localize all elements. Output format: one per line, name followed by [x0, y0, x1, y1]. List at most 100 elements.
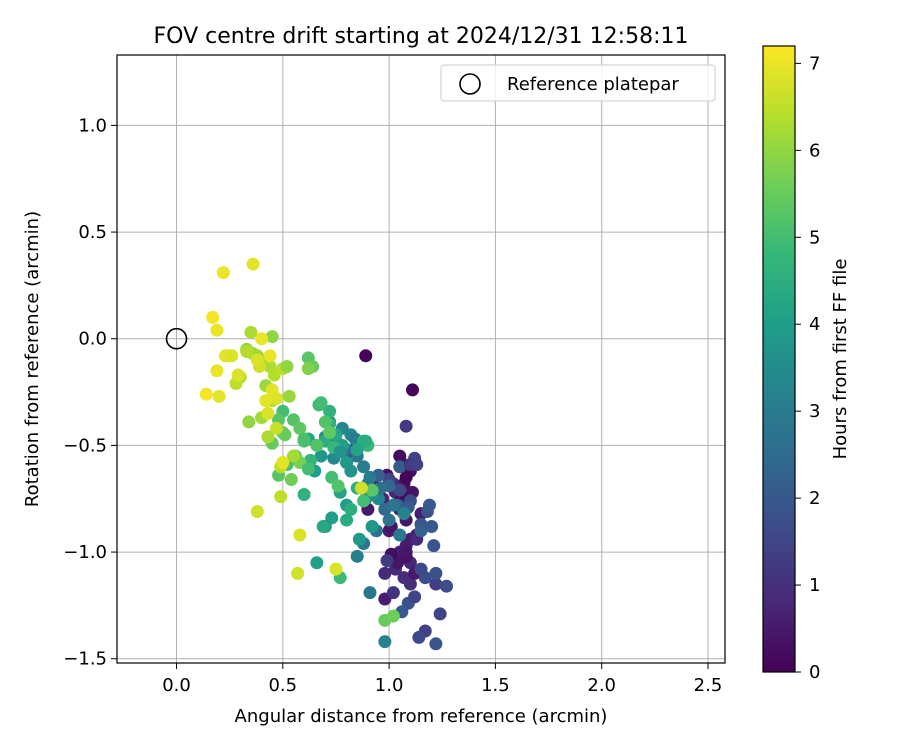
colorbar-tick-label: 1 [809, 575, 820, 596]
scatter-point [199, 387, 213, 401]
scatter-point [323, 426, 337, 440]
scatter-point [352, 532, 366, 546]
scatter-point [414, 524, 428, 538]
x-tick-label: 0.5 [268, 675, 297, 696]
x-tick-label: 1.0 [375, 675, 404, 696]
scatter-point [240, 345, 254, 359]
x-tick-label: 1.5 [481, 675, 510, 696]
scatter-point [323, 404, 337, 418]
x-tick-label: 2.5 [694, 675, 723, 696]
scatter-point [244, 325, 258, 339]
scatter-point [269, 421, 283, 435]
scatter-point [363, 470, 377, 484]
legend-entry-reference-platepar: Reference platepar [507, 74, 679, 95]
scatter-point [359, 434, 373, 448]
scatter-point [357, 494, 371, 508]
scatter-point [393, 528, 407, 542]
x-tick-label: 0.0 [162, 675, 191, 696]
scatter-point [363, 586, 377, 600]
scatter-point [405, 383, 419, 397]
scatter-point [365, 483, 379, 497]
scatter-point [393, 460, 407, 474]
legend: Reference platepar [440, 64, 716, 102]
scatter-point [386, 498, 400, 512]
scatter-point [354, 481, 368, 495]
scatter-point [344, 464, 358, 478]
y-tick-label: −0.5 [63, 435, 107, 456]
scatter-point [316, 519, 330, 533]
scatter-point [231, 368, 245, 382]
scatter-point [429, 566, 443, 580]
x-axis-label: Angular distance from reference (arcmin) [235, 706, 608, 727]
y-axis-label: Rotation from reference (arcmin) [22, 211, 43, 507]
scatter-point [297, 487, 311, 501]
scatter-point [242, 415, 256, 429]
plot-frame [116, 54, 726, 664]
scatter-point [255, 332, 269, 346]
y-tick-label: −1.5 [63, 649, 107, 670]
scatter-point [399, 419, 413, 433]
scatter-point [408, 590, 422, 604]
scatter-point [318, 415, 332, 429]
scatter-point [365, 519, 379, 533]
colorbar-tick-label: 4 [809, 314, 820, 335]
colorbar-tick-label: 7 [809, 53, 820, 74]
scatter-point [399, 470, 413, 484]
scatter-point [274, 490, 288, 504]
scatter-point [250, 353, 264, 367]
scatter-point [206, 310, 220, 324]
scatter-point [293, 421, 307, 435]
scatter-point [350, 443, 364, 457]
scatter-point [314, 449, 328, 463]
legend-box [440, 64, 716, 102]
scatter-point [286, 449, 300, 463]
scatter-point [331, 479, 345, 493]
colorbar-tick-label: 2 [809, 488, 820, 509]
scatter-point [261, 430, 275, 444]
scatter-point [378, 635, 392, 649]
scatter-point [265, 330, 279, 344]
colorbar-tick-label: 3 [809, 401, 820, 422]
scatter-point [225, 349, 239, 363]
scatter-point [210, 364, 224, 378]
reference-platepar-marker [165, 327, 188, 350]
y-tick-label: 0.5 [78, 222, 107, 243]
scatter-point [250, 505, 264, 519]
scatter-point [382, 513, 396, 527]
axis-ticks: 0.0 0.5 1.0 1.5 2.0 2.5 1.0 0.5 0.0 −0.5 −1.0 −1.5 [63, 115, 722, 696]
scatter-point [310, 556, 324, 570]
scatter-point [282, 389, 296, 403]
scatter-point [386, 609, 400, 623]
colorbar-gradient [762, 45, 796, 673]
scatter-point [429, 577, 443, 591]
scatter-point [314, 396, 328, 410]
grid [117, 55, 725, 663]
scatter-point [269, 391, 283, 405]
colorbar-ticks: 0 1 2 3 4 5 6 7 [795, 53, 820, 683]
scatter-point [403, 577, 417, 591]
scatter-point [425, 519, 439, 533]
scatter-point [301, 362, 315, 376]
scatter-point [216, 266, 230, 280]
chart-title: FOV centre drift starting at 2024/12/31 … [154, 24, 689, 49]
scatter-point [284, 473, 298, 487]
scatter-point [410, 458, 424, 472]
scatter-point [333, 445, 347, 459]
colorbar: 0 1 2 3 4 5 6 7 Hours from first FF file [762, 45, 851, 683]
data-points [199, 257, 454, 651]
scatter-point [325, 511, 339, 525]
scatter-point [291, 566, 305, 580]
y-tick-label: 1.0 [78, 115, 107, 136]
scatter-point [350, 549, 364, 563]
scatter-point [212, 389, 226, 403]
colorbar-label: Hours from first FF file [830, 259, 851, 460]
legend-marker-icon [459, 73, 481, 95]
x-tick-label: 2.0 [587, 675, 616, 696]
scatter-point [280, 359, 294, 373]
scatter-point [259, 394, 273, 408]
scatter-point [297, 434, 311, 448]
scatter-point [329, 562, 343, 576]
scatter-point [397, 507, 411, 521]
scatter-point [423, 498, 437, 512]
